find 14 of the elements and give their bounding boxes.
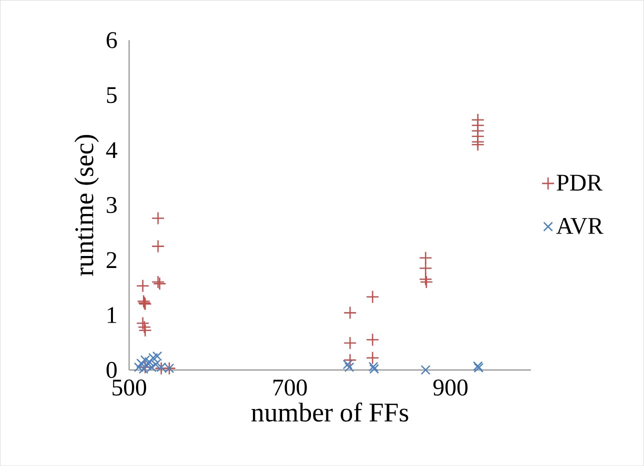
x-tick-label: 900 — [433, 379, 468, 396]
x-tick-label: 500 — [112, 379, 146, 396]
y-tick-label: 0 — [106, 362, 117, 378]
x-axis-title: number of FFs — [251, 402, 408, 422]
legend-label: AVR — [556, 218, 604, 234]
y-tick-label: 4 — [106, 142, 118, 158]
y-tick-label: 6 — [106, 32, 117, 48]
y-tick-label: 5 — [107, 87, 117, 104]
x-tick-label: 700 — [273, 379, 307, 396]
legend-label: PDR — [556, 174, 603, 191]
y-tick-label: 2 — [106, 252, 116, 268]
y-axis-title: runtime (sec) — [74, 134, 99, 276]
y-tick-label: 1 — [108, 307, 116, 323]
y-tick-label: 3 — [106, 197, 117, 214]
